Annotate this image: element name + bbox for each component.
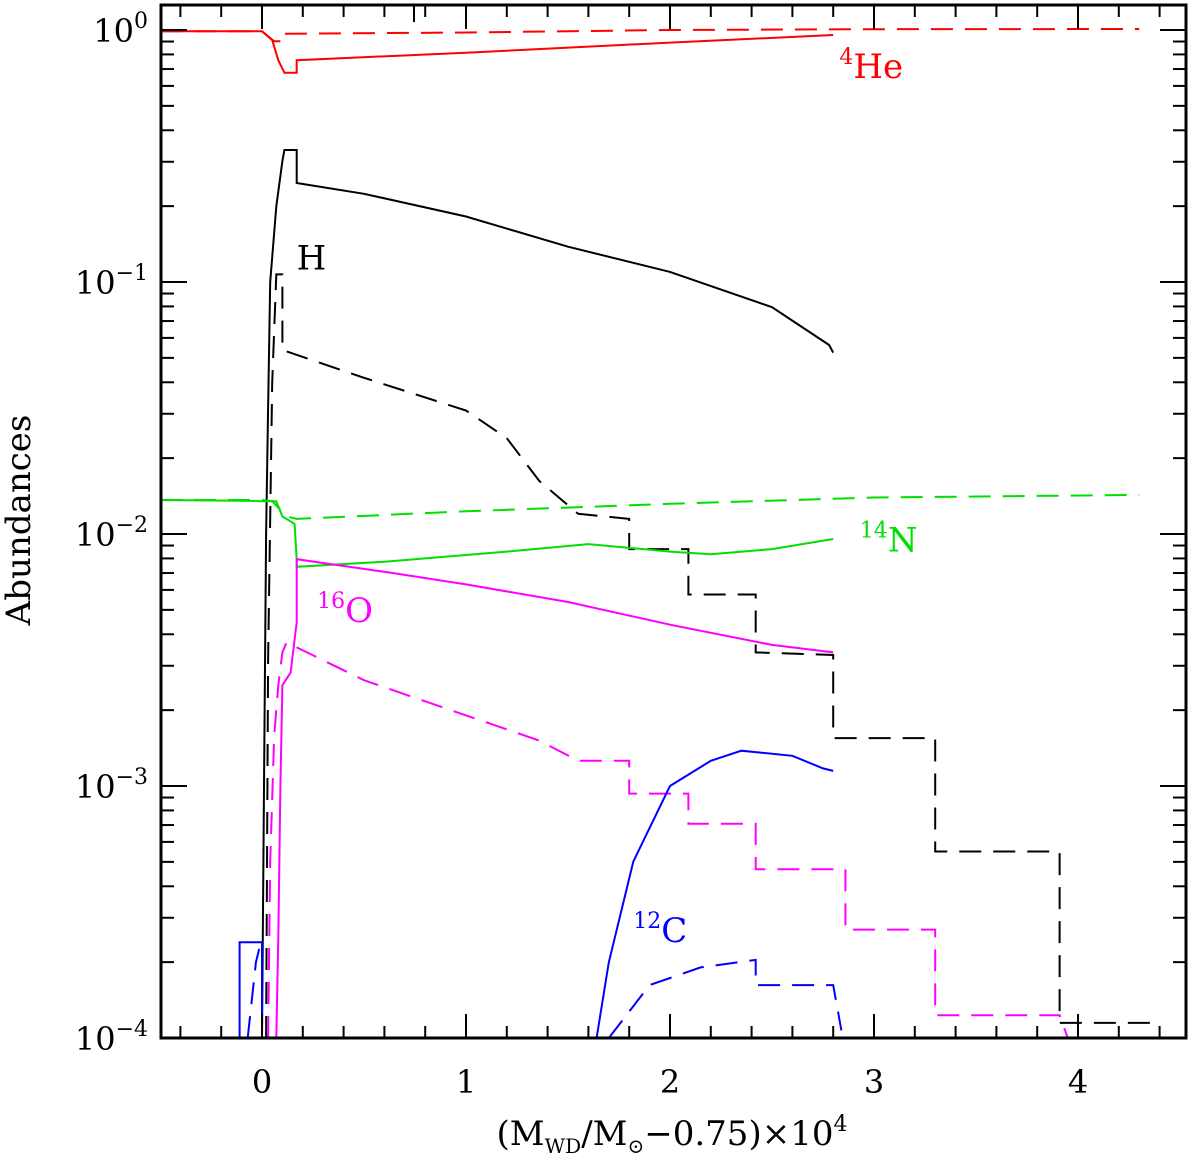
annotation-isotope-number: 14	[860, 519, 888, 544]
y-tick-label: 100	[93, 9, 148, 50]
y-tick-exponent: −2	[116, 513, 148, 538]
y-tick-exponent: −3	[116, 765, 148, 790]
series-line-12c-dashed-outer	[608, 958, 843, 1038]
y-tick-label: 10−1	[75, 261, 148, 302]
x-tick-label: 4	[1068, 1063, 1088, 1101]
y-tick-label: 10−2	[75, 513, 148, 554]
annotation-element: N	[888, 521, 918, 561]
y-tick-exponent: 0	[134, 9, 148, 34]
x-label-pre: (M	[497, 1114, 545, 1154]
annotation-n: 14N	[860, 519, 918, 561]
y-tick-base: 10	[75, 516, 116, 554]
series-line-he-dashed	[161, 28, 1140, 43]
axes-frame	[159, 3, 1188, 1040]
annotation-element: C	[661, 911, 687, 951]
series-line-16o-solid	[275, 558, 834, 1038]
y-tick-base: 10	[75, 264, 116, 302]
annotation-element: O	[345, 591, 373, 631]
x-label-sup: 4	[833, 1112, 847, 1137]
annotation-isotope-number: 16	[317, 589, 345, 614]
series-line-h-dashed	[265, 273, 1160, 1038]
x-tick-label: 2	[660, 1063, 680, 1101]
annotation-h: H	[297, 238, 327, 278]
y-tick-base: 10	[93, 12, 134, 50]
x-axis-label: (MWD/M⊙−0.75)×104	[497, 1112, 848, 1158]
x-label-mid: /M	[581, 1114, 627, 1154]
series-line-14n-dashed	[161, 493, 1140, 520]
y-tick-exponent: −1	[116, 261, 148, 286]
plot-frame	[159, 3, 1188, 1040]
annotation-isotope-number: 12	[633, 909, 661, 934]
x-label-sub2: ⊙	[627, 1134, 644, 1158]
annotation-element: He	[853, 47, 903, 87]
series-line-h-solid	[261, 149, 835, 1038]
annotation-he: 4He	[839, 45, 903, 87]
y-tick-base: 10	[75, 1020, 116, 1058]
x-tick-label: 0	[252, 1063, 272, 1101]
series-line-12c-solid-outer	[595, 749, 834, 1038]
annotation-element: H	[297, 238, 327, 278]
x-label-sub1: WD	[545, 1134, 582, 1158]
x-tick-label: 1	[456, 1063, 476, 1101]
y-tick-label: 10−3	[75, 765, 148, 806]
series-layer	[161, 28, 1160, 1038]
y-tick-label: 10−4	[75, 1017, 148, 1058]
y-axis-label: Abundances	[0, 415, 39, 627]
annotation-o: 16O	[317, 589, 373, 631]
y-tick-exponent: −4	[116, 1017, 148, 1042]
x-tick-label: 3	[864, 1063, 884, 1101]
y-tick-base: 10	[75, 768, 116, 806]
series-line-12c-solid	[238, 941, 263, 1038]
annotation-isotope-number: 4	[839, 45, 853, 70]
annotation-c: 12C	[633, 909, 687, 951]
series-line-he-solid	[161, 30, 834, 74]
series-line-12c-dashed	[246, 936, 263, 1038]
x-label-post: −0.75)×10	[644, 1114, 833, 1154]
series-line-16o-dashed	[267, 641, 1069, 1038]
